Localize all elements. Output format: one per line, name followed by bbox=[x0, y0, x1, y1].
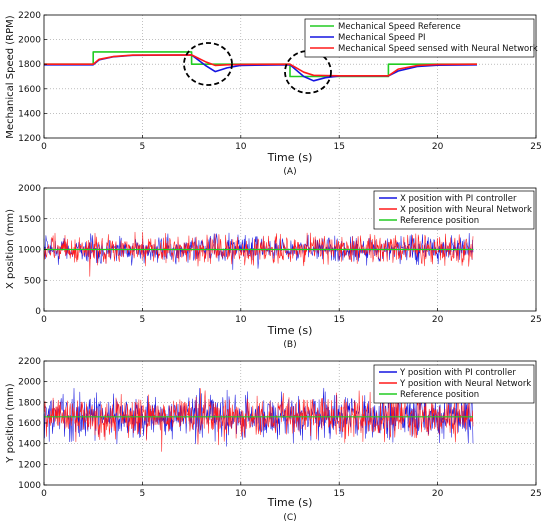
panel-a-y-tick-label: 1400 bbox=[18, 109, 41, 119]
panel-c-legend-label-nn: Y position with Neural Network bbox=[399, 379, 531, 389]
panel-a-x-tick-label: 25 bbox=[530, 142, 541, 152]
panel-a-x-tick-label: 10 bbox=[235, 142, 247, 152]
panel-a-series-mechanical-speed-sensed-with-neural-network bbox=[44, 54, 478, 77]
panel-b-x-tick-label: 0 bbox=[41, 315, 47, 325]
panel-b-y-tick-label: 500 bbox=[24, 276, 41, 286]
panel-c-y-tick-label: 2000 bbox=[18, 378, 41, 388]
panel-a-x-tick-label: 20 bbox=[432, 142, 444, 152]
panel-a-dashed-circle-1 bbox=[183, 42, 233, 86]
panel-a-ticks: 0 5 10 15 20 25 1200 1400 1600 1800 2000 2200 bbox=[18, 11, 542, 152]
panel-b-legend-label-nn: X position with Neural Network bbox=[400, 205, 532, 215]
panel-a-dashed-circle-2 bbox=[284, 50, 332, 94]
panel-a-x-tick-label: 0 bbox=[41, 142, 47, 152]
panel-c-y-axis-label: Y position (mm) bbox=[5, 383, 16, 463]
panel-b-y-tick-label: 2000 bbox=[18, 184, 41, 194]
panel-a-y-tick-label: 1200 bbox=[18, 134, 41, 144]
panel-c-y-tick-label: 1000 bbox=[18, 481, 41, 491]
panel-b-series-x-position-with-neural-network bbox=[43, 231, 474, 277]
panel-a-y-axis-label: Mechanical Speed (RPM) bbox=[5, 15, 16, 138]
panel-a-y-tick-label: 2000 bbox=[18, 36, 41, 46]
panel-a-legend-box bbox=[304, 18, 535, 58]
panel-c-x-axis-label: Time (s) bbox=[267, 496, 313, 509]
panel-c-legend: Y position with PI controller Y position… bbox=[373, 364, 535, 404]
panel-b-y-tick-label: 1500 bbox=[18, 215, 41, 225]
panel-c-legend-label-pi: Y position with PI controller bbox=[399, 368, 516, 378]
panel-a-y-tick-label: 1600 bbox=[18, 85, 41, 95]
panel-a-legend-label-nn: Mechanical Speed sensed with Neural Netw… bbox=[338, 44, 538, 54]
panel-a-x-tick-label: 5 bbox=[140, 142, 146, 152]
panel-a-plot-area bbox=[44, 51, 478, 82]
panel-b-x-axis-label: Time (s) bbox=[267, 324, 313, 337]
panel-c-x-tick-label: 20 bbox=[432, 489, 444, 499]
panel-b-caption: (B) bbox=[283, 340, 296, 350]
panel-c-x-tick-label: 25 bbox=[530, 489, 541, 499]
panel-a: 0 5 10 15 20 25 1200 1400 1600 1800 2000 2200 Mecha… bbox=[5, 11, 542, 177]
panel-c-legend-label-reference: Reference position bbox=[400, 390, 479, 400]
panel-b-legend-box bbox=[373, 190, 535, 230]
panel-c-y-tick-label: 2200 bbox=[18, 357, 41, 367]
panel-c-y-tick-label: 1400 bbox=[18, 440, 41, 450]
panel-a-x-axis-label: Time (s) bbox=[267, 151, 313, 164]
panel-b-x-tick-label: 10 bbox=[235, 315, 247, 325]
panel-c-x-tick-label: 0 bbox=[41, 489, 47, 499]
panel-c-y-tick-label: 1200 bbox=[18, 460, 41, 470]
panel-b-y-tick-label: 1000 bbox=[18, 246, 41, 256]
panel-b-x-tick-label: 5 bbox=[140, 315, 146, 325]
panel-a-legend-label-pi: Mechanical Speed PI bbox=[338, 33, 426, 43]
panel-c: 0 5 10 15 20 25 1000 1200 1400 1600 1800 2000 2200 Y… bbox=[5, 357, 542, 523]
panel-c-ticks: 0 5 10 15 20 25 1000 1200 1400 1600 1800 2000 2200 bbox=[18, 357, 542, 499]
panel-c-x-tick-label: 15 bbox=[333, 489, 344, 499]
panel-c-legend-box bbox=[373, 364, 535, 404]
panel-a-series-mechanical-speed-pi bbox=[44, 54, 478, 82]
panel-c-caption: (C) bbox=[283, 513, 296, 523]
panel-b-legend-label-reference: Reference position bbox=[400, 216, 479, 226]
panel-a-x-tick-label: 15 bbox=[333, 142, 344, 152]
panel-c-grid bbox=[44, 361, 536, 485]
panel-c-y-tick-label: 1800 bbox=[18, 398, 41, 408]
panel-c-x-tick-label: 5 bbox=[140, 489, 146, 499]
panel-b-y-tick-label: 0 bbox=[35, 307, 41, 317]
panel-c-y-tick-label: 1600 bbox=[18, 419, 41, 429]
panel-c-x-tick-label: 10 bbox=[235, 489, 247, 499]
panel-a-axes-frame bbox=[43, 14, 537, 139]
panel-a-y-tick-label: 2200 bbox=[18, 11, 41, 21]
panel-a-y-tick-label: 1800 bbox=[18, 60, 41, 70]
panel-b-y-axis-label: X position (mm) bbox=[5, 209, 16, 289]
panel-b-x-tick-label: 20 bbox=[432, 315, 444, 325]
panel-a-caption: (A) bbox=[283, 167, 296, 177]
panel-b-x-tick-label: 15 bbox=[333, 315, 344, 325]
panel-b-ticks: 0 5 10 15 20 25 0 500 1000 1500 2000 bbox=[18, 184, 542, 325]
panel-a-legend: Mechanical Speed Reference Mechanical Sp… bbox=[304, 18, 538, 58]
panel-b-legend: X position with PI controller X position… bbox=[373, 190, 535, 230]
panel-b-legend-label-pi: X position with PI controller bbox=[400, 194, 517, 204]
panel-b-plot-area bbox=[43, 231, 474, 277]
panel-a-legend-label-reference: Mechanical Speed Reference bbox=[338, 22, 461, 32]
panel-b-x-tick-label: 25 bbox=[530, 315, 541, 325]
panel-b: 0 5 10 15 20 25 0 500 1000 1500 2000 X position wi… bbox=[5, 184, 542, 350]
